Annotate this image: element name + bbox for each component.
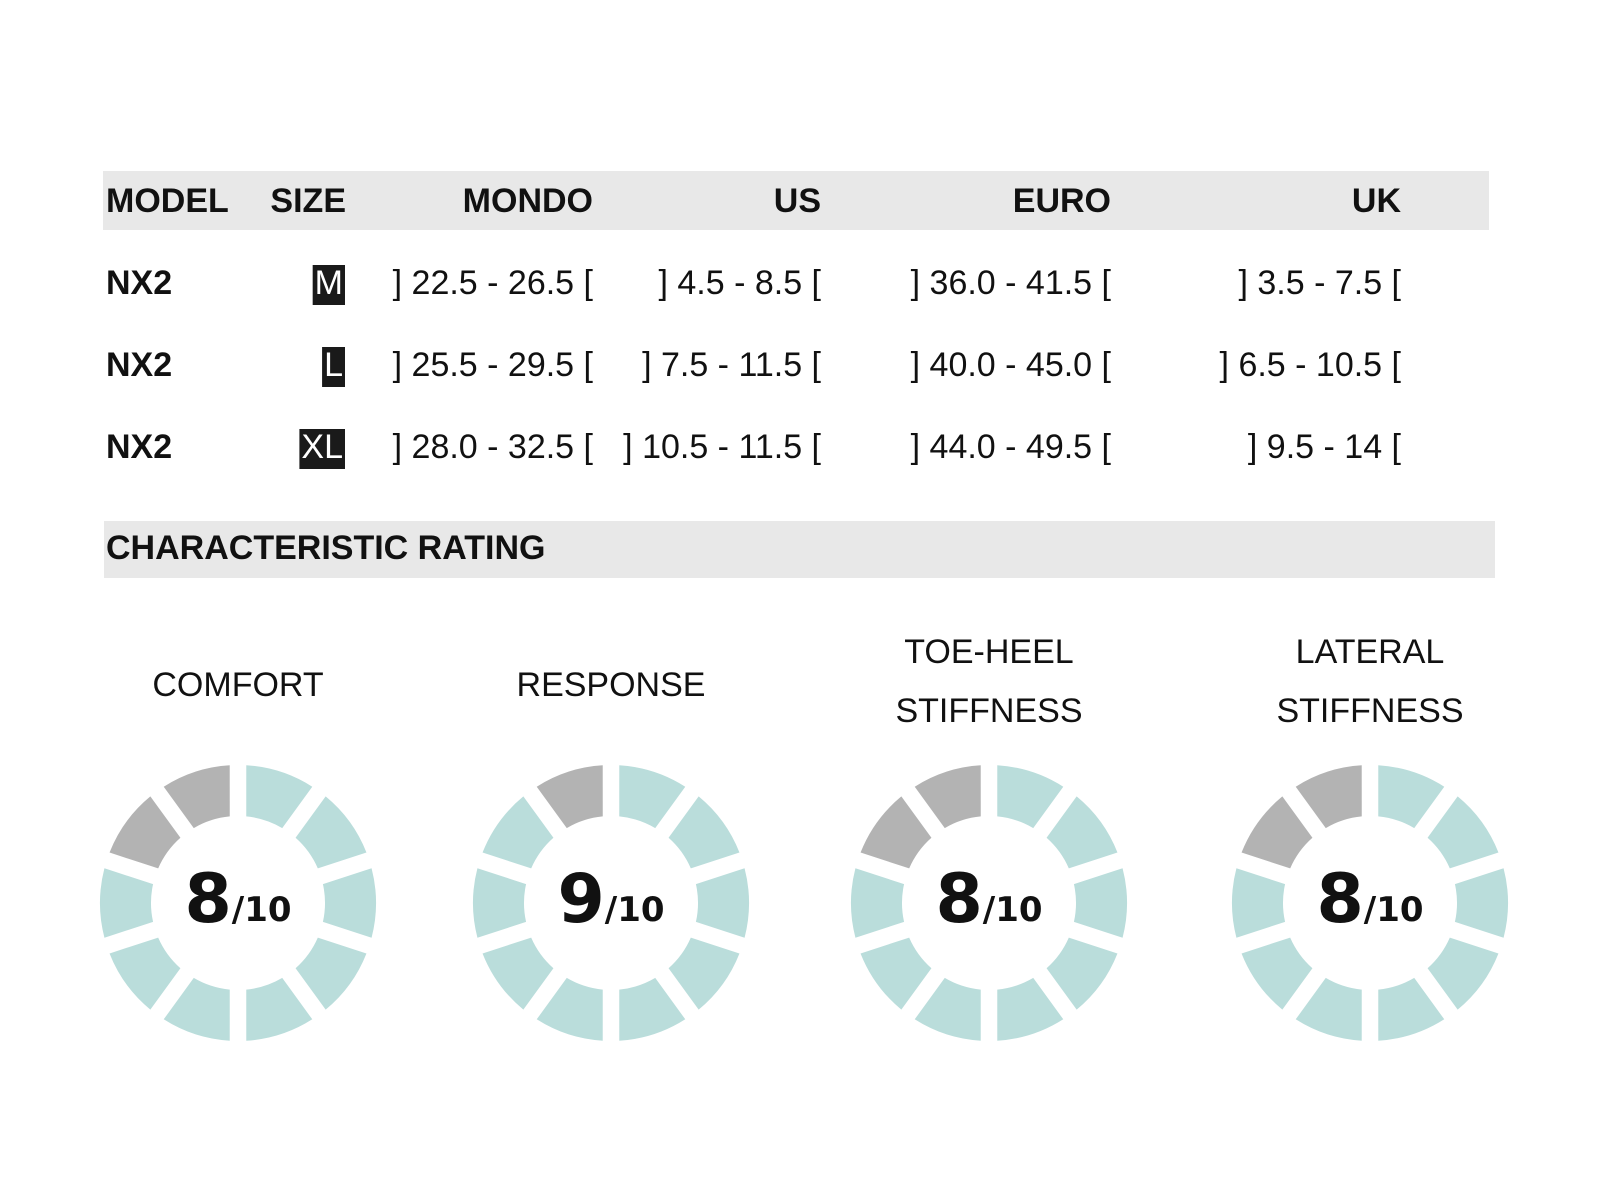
- range-cell: ] 9.5 - 14 [: [1248, 428, 1402, 466]
- rating-label: STIFFNESS: [1276, 692, 1463, 730]
- gauge-segment: [482, 937, 554, 1010]
- header-band: [103, 171, 1489, 230]
- gauge-segment: [109, 796, 181, 869]
- size-badge-bg: [322, 347, 345, 387]
- gauge-segment: [246, 765, 313, 829]
- rating-label: RESPONSE: [517, 666, 706, 704]
- rating-label: TOE-HEEL: [904, 633, 1073, 671]
- size-badge: XL: [299, 428, 345, 469]
- range-cell: ] 10.5 - 11.5 [: [623, 428, 821, 466]
- score-max: /10: [983, 890, 1043, 930]
- score: 8/10: [935, 860, 1042, 939]
- range-cell: ] 28.0 - 32.5 [: [393, 428, 594, 466]
- rating-title: CHARACTERISTIC RATING: [106, 529, 545, 567]
- header-cell: US: [774, 182, 821, 220]
- score-value: 8: [1316, 860, 1363, 939]
- gauge-segment: [295, 796, 367, 869]
- gauge-segment: [1046, 937, 1118, 1010]
- range-cell: ] 36.0 - 41.5 [: [911, 264, 1112, 302]
- header-cell: EURO: [1013, 182, 1111, 220]
- size-badge-bg: [312, 265, 345, 305]
- gauge-segment: [1295, 977, 1362, 1041]
- range-cell: ] 40.0 - 45.0 [: [911, 346, 1112, 384]
- score-value: 8: [184, 860, 231, 939]
- rating-label: STIFFNESS: [895, 692, 1082, 730]
- range-cell: ] 7.5 - 11.5 [: [642, 346, 821, 384]
- gauge-segment: [860, 937, 932, 1010]
- header-cell: MONDO: [463, 182, 593, 220]
- gauge-segment: [997, 765, 1064, 829]
- range-cell: ] 44.0 - 49.5 [: [911, 428, 1112, 466]
- gauge-segment: [1046, 796, 1118, 869]
- gauge-segment: [1231, 868, 1286, 938]
- rating-band: [104, 521, 1495, 578]
- gauge: [99, 765, 377, 1041]
- gauge-segment: [619, 765, 686, 829]
- size-badge-bg: [299, 429, 345, 469]
- gauge-segment: [109, 937, 181, 1010]
- gauge-segment: [1378, 977, 1445, 1041]
- score-max: /10: [605, 890, 665, 930]
- gauge: [850, 765, 1128, 1041]
- score-max: /10: [1364, 890, 1424, 930]
- gauge-segment: [619, 977, 686, 1041]
- rating-label: COMFORT: [152, 666, 323, 704]
- gauge-segment: [914, 765, 981, 829]
- gauge-segment: [1454, 868, 1509, 938]
- gauge-segment: [1378, 765, 1445, 829]
- score: 8/10: [1316, 860, 1423, 939]
- score-value: 8: [935, 860, 982, 939]
- gauge-segment: [482, 796, 554, 869]
- gauge-segment: [668, 796, 740, 869]
- gauge-segment: [163, 765, 230, 829]
- gauge-segment: [1241, 796, 1313, 869]
- model-cell: NX2: [106, 264, 172, 302]
- gauge-segment: [1427, 937, 1499, 1010]
- gauge-segment: [472, 868, 527, 938]
- gauge-segment: [914, 977, 981, 1041]
- gauge-segment: [99, 868, 154, 938]
- header-cell: MODEL: [106, 182, 229, 220]
- range-cell: ] 4.5 - 8.5 [: [658, 264, 821, 302]
- header-cell: SIZE: [270, 182, 346, 220]
- size-cell: XL: [301, 428, 343, 466]
- gauge-segment: [1427, 796, 1499, 869]
- header-cell: UK: [1352, 182, 1402, 220]
- gauge-segment: [322, 868, 377, 938]
- gauge-segment: [668, 937, 740, 1010]
- gauge-segment: [163, 977, 230, 1041]
- gauge-segment: [1241, 937, 1313, 1010]
- gauge: [472, 765, 750, 1041]
- model-cell: NX2: [106, 346, 172, 384]
- gauge-segment: [997, 977, 1064, 1041]
- size-badge: M: [312, 264, 345, 305]
- range-cell: ] 25.5 - 29.5 [: [393, 346, 594, 384]
- size-cell: M: [315, 264, 343, 302]
- gauge-segment: [850, 868, 905, 938]
- size-badge: L: [322, 346, 345, 387]
- gauge-segment: [246, 977, 313, 1041]
- gauge-segment: [536, 977, 603, 1041]
- model-cell: NX2: [106, 428, 172, 466]
- gauge-segment: [1073, 868, 1128, 938]
- rating-label: LATERAL: [1296, 633, 1445, 671]
- gauge-segment: [1295, 765, 1362, 829]
- gauge-segment: [860, 796, 932, 869]
- score-value: 9: [557, 860, 604, 939]
- range-cell: ] 22.5 - 26.5 [: [393, 264, 594, 302]
- score-max: /10: [232, 890, 292, 930]
- score: 9/10: [557, 860, 664, 939]
- gauge: [1231, 765, 1509, 1041]
- size-cell: L: [324, 346, 343, 384]
- gauge-segment: [536, 765, 603, 829]
- score: 8/10: [184, 860, 291, 939]
- gauge-segment: [295, 937, 367, 1010]
- range-cell: ] 3.5 - 7.5 [: [1238, 264, 1401, 302]
- range-cell: ] 6.5 - 10.5 [: [1220, 346, 1402, 384]
- gauge-segment: [695, 868, 750, 938]
